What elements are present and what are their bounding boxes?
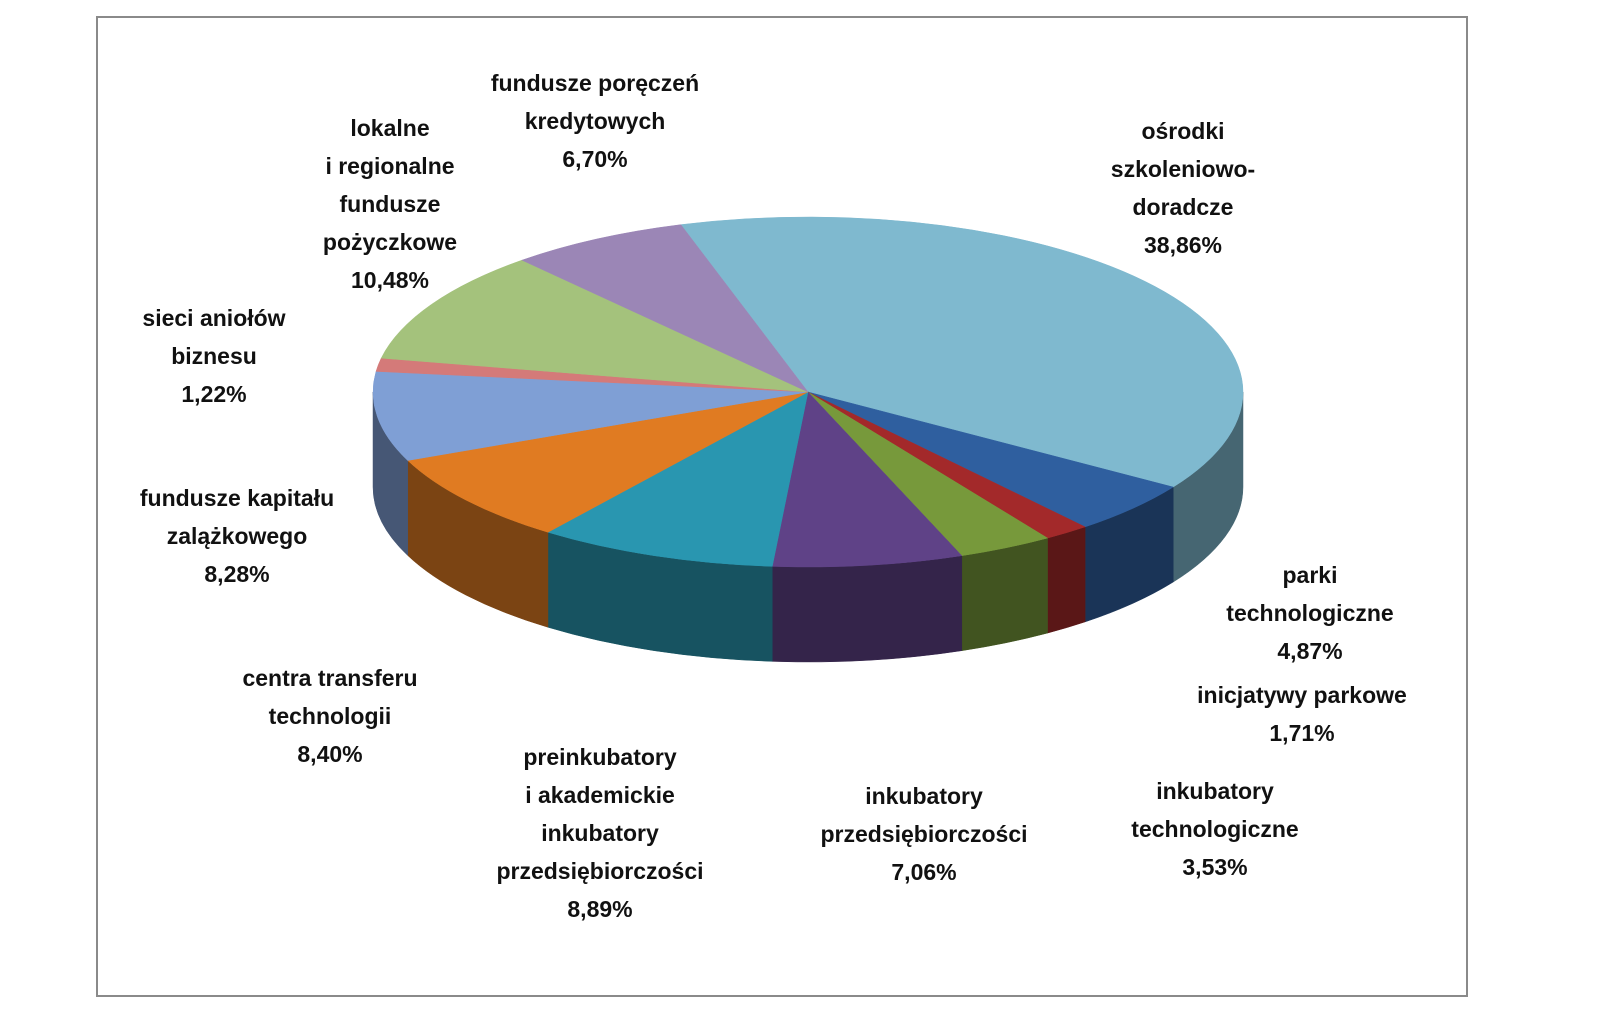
pie-slice	[407, 391, 809, 533]
category-label: inkubatory technologiczne	[1131, 778, 1298, 842]
labels: ośrodki szkoleniowo-doradcze 38,86% parki te…	[140, 70, 1407, 922]
pie-tops	[372, 216, 1244, 568]
category-label: inicjatywy parkowe	[1197, 682, 1407, 708]
pie-slice	[380, 259, 809, 393]
value-label: 38,86%	[1144, 232, 1222, 258]
category-label: sieci aniołów biznesu	[142, 305, 285, 369]
pie-slice	[771, 391, 963, 568]
pie-side	[961, 537, 1048, 651]
category-label: lokalne i regionalne fundusze pożyczkowe	[323, 115, 457, 255]
value-label: 3,53%	[1182, 854, 1247, 880]
category-label: preinkubatory i akademickie inkubatory prze…	[496, 744, 703, 884]
pie-slice	[372, 371, 809, 461]
category-label: fundusze kapitału zalążkowego	[140, 485, 334, 549]
value-label: 4,87%	[1277, 638, 1342, 664]
category-label: fundusze poręczeń kredytowych	[491, 70, 699, 134]
pie-slice	[680, 216, 1244, 488]
value-label: 1,22%	[181, 381, 246, 407]
value-label: 8,40%	[297, 741, 362, 767]
category-label: inkubatory przedsiębiorczości	[820, 783, 1027, 847]
category-label: parki technologiczne	[1226, 562, 1393, 626]
category-label: ośrodki szkoleniowo-doradcze	[1111, 118, 1255, 220]
value-label: 8,28%	[204, 561, 269, 587]
category-label: centra transferu technologii	[242, 665, 417, 729]
value-label: 10,48%	[351, 267, 429, 293]
value-label: 1,71%	[1269, 720, 1334, 746]
pie-side	[772, 555, 963, 663]
value-label: 8,89%	[567, 896, 632, 922]
value-label: 7,06%	[891, 859, 956, 885]
pie-slice	[521, 224, 809, 393]
pie-slice	[547, 391, 809, 567]
pie-side	[1047, 526, 1086, 634]
value-label: 6,70%	[562, 146, 627, 172]
pie-sides	[372, 391, 1244, 663]
